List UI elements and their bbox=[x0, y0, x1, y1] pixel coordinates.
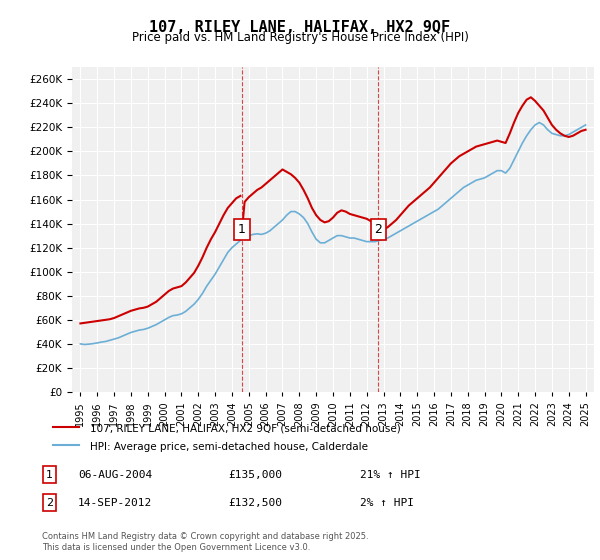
Text: 107, RILEY LANE, HALIFAX, HX2 9QF (semi-detached house): 107, RILEY LANE, HALIFAX, HX2 9QF (semi-… bbox=[89, 423, 400, 433]
Text: 21% ↑ HPI: 21% ↑ HPI bbox=[360, 470, 421, 480]
Text: HPI: Average price, semi-detached house, Calderdale: HPI: Average price, semi-detached house,… bbox=[89, 442, 368, 451]
FancyBboxPatch shape bbox=[43, 494, 56, 511]
Text: 107, RILEY LANE, HALIFAX, HX2 9QF: 107, RILEY LANE, HALIFAX, HX2 9QF bbox=[149, 20, 451, 35]
Text: £135,000: £135,000 bbox=[228, 470, 282, 480]
Text: Price paid vs. HM Land Registry's House Price Index (HPI): Price paid vs. HM Land Registry's House … bbox=[131, 31, 469, 44]
Text: 2% ↑ HPI: 2% ↑ HPI bbox=[360, 498, 414, 508]
Text: £132,500: £132,500 bbox=[228, 498, 282, 508]
Text: 14-SEP-2012: 14-SEP-2012 bbox=[78, 498, 152, 508]
Text: 2: 2 bbox=[374, 223, 382, 236]
Text: 1: 1 bbox=[46, 470, 53, 479]
FancyBboxPatch shape bbox=[43, 466, 56, 483]
Text: Contains HM Land Registry data © Crown copyright and database right 2025.
This d: Contains HM Land Registry data © Crown c… bbox=[42, 532, 368, 552]
Text: 06-AUG-2004: 06-AUG-2004 bbox=[78, 470, 152, 480]
Text: 1: 1 bbox=[238, 223, 246, 236]
Text: 2: 2 bbox=[46, 498, 53, 507]
